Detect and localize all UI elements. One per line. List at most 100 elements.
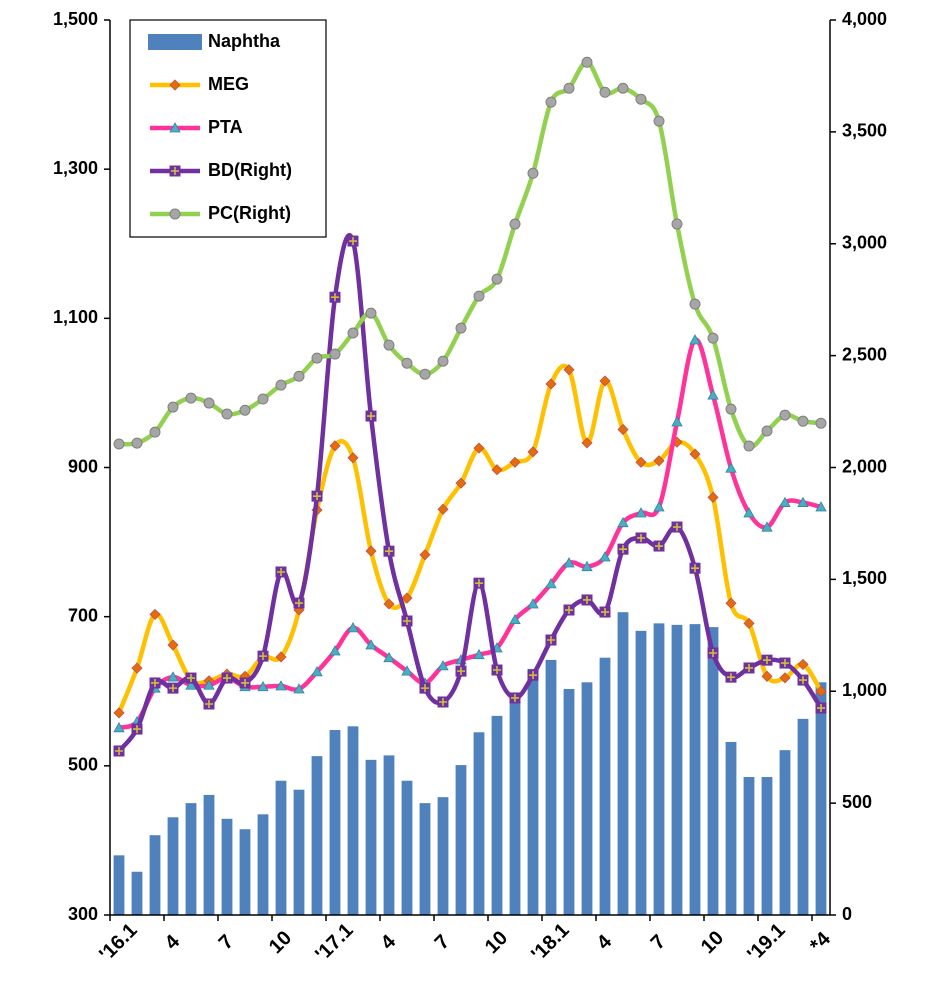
marker-cross (727, 673, 735, 682)
legend-label: MEG (208, 74, 249, 94)
x-tick-label: '19.1 (743, 919, 789, 965)
marker (419, 549, 431, 561)
marker (815, 702, 827, 714)
marker (257, 680, 269, 692)
legend: Naphtha MEG PTA BD(Right) PC(Right) (129, 19, 327, 238)
marker (169, 208, 181, 220)
marker (581, 56, 593, 68)
marker (653, 455, 665, 467)
marker (617, 82, 629, 94)
marker (401, 665, 413, 676)
bar (401, 780, 413, 915)
y-tick-label: 700 (68, 605, 98, 625)
marker (797, 496, 809, 507)
marker (545, 578, 557, 589)
marker (761, 425, 773, 437)
marker (491, 464, 503, 476)
marker (671, 416, 683, 427)
bar (347, 726, 359, 915)
marker (455, 322, 467, 334)
marker (743, 507, 755, 518)
marker-cross (511, 693, 519, 702)
bar (203, 794, 215, 915)
legend-label: BD(Right) (208, 160, 292, 180)
marker (815, 501, 827, 512)
marker (671, 218, 683, 230)
bar (419, 803, 431, 915)
marker (401, 592, 413, 604)
bar (779, 750, 791, 915)
x-tick-label: 4 (593, 930, 617, 954)
marker (347, 622, 359, 633)
marker (779, 657, 791, 669)
marker (347, 452, 359, 464)
marker (167, 401, 179, 413)
marker (347, 327, 359, 339)
y2-tick-label: 0 (842, 904, 852, 924)
marker (689, 298, 701, 310)
marker (383, 651, 395, 663)
x-tick-label: '17.1 (311, 919, 357, 965)
marker (149, 677, 161, 689)
marker (329, 440, 341, 452)
marker (293, 683, 305, 694)
marker (275, 651, 287, 663)
marker (329, 291, 341, 303)
marker (311, 352, 323, 364)
marker-cross (205, 700, 213, 709)
marker (473, 577, 485, 589)
marker (437, 503, 449, 515)
legend-label: PTA (208, 117, 243, 137)
bar (437, 797, 449, 915)
marker (437, 696, 449, 708)
marker (169, 79, 181, 91)
marker (689, 334, 701, 345)
marker (347, 235, 359, 247)
bar (131, 871, 143, 915)
marker (527, 446, 539, 458)
marker-cross (565, 606, 573, 615)
marker-cross (241, 678, 249, 687)
marker-cross (799, 676, 807, 685)
bar (221, 818, 233, 915)
marker (113, 721, 125, 733)
x-tick-label: 7 (431, 931, 454, 954)
marker-cross (691, 564, 699, 573)
marker (365, 410, 377, 422)
bar (689, 624, 701, 915)
bar (293, 789, 305, 915)
bar (149, 835, 161, 915)
bar (725, 741, 737, 915)
marker (365, 545, 377, 557)
marker (797, 415, 809, 427)
marker (169, 165, 181, 177)
marker-cross (745, 663, 753, 672)
marker (383, 545, 395, 557)
marker (599, 606, 611, 618)
marker (311, 490, 323, 502)
marker-cross (403, 616, 411, 625)
marker (599, 551, 611, 562)
bar (599, 657, 611, 915)
marker (491, 273, 503, 285)
bar (473, 732, 485, 915)
marker (239, 677, 251, 689)
marker (635, 456, 647, 468)
y-tick-label: 900 (68, 456, 98, 476)
marker-cross (763, 656, 771, 665)
marker (365, 307, 377, 319)
y2-tick-label: 1,500 (842, 568, 887, 588)
marker (761, 654, 773, 666)
marker (185, 392, 197, 404)
marker (149, 426, 161, 438)
legend-label: PC(Right) (208, 203, 291, 223)
marker (707, 332, 719, 344)
marker (743, 662, 755, 674)
bar (383, 755, 395, 915)
marker (113, 707, 125, 719)
marker-cross (349, 237, 357, 246)
marker (203, 679, 215, 690)
marker (563, 364, 575, 376)
marker (545, 96, 557, 108)
